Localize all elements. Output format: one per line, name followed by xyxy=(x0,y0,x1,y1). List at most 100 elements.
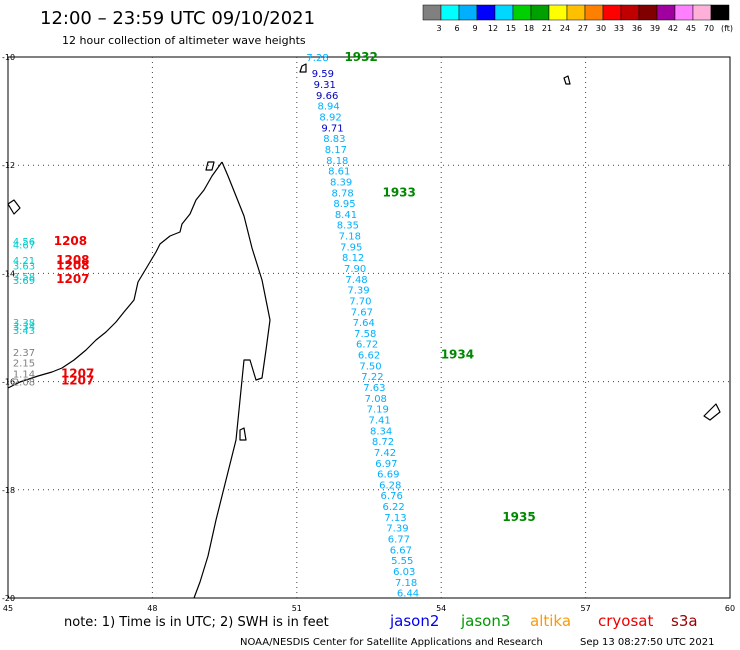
swh-value: 2.08 xyxy=(13,378,35,389)
time-label: 1207 xyxy=(56,272,89,286)
scale-swatch xyxy=(620,4,640,21)
scale-swatch xyxy=(656,4,676,21)
scale-swatch xyxy=(602,4,622,21)
time-label: 1208 xyxy=(56,258,89,272)
swh-value: 2.37 xyxy=(13,348,35,359)
swh-value: 8.92 xyxy=(319,113,341,124)
swh-value: 7.13 xyxy=(384,513,406,524)
lat-lon-grid xyxy=(8,57,730,598)
x-tick-label: 48 xyxy=(147,604,157,613)
altimeter-track: 7.28 9.599.319.668.948.929.718.838.178.18… xyxy=(306,50,535,600)
scale-swatch xyxy=(674,4,694,21)
x-tick-label: 51 xyxy=(292,604,302,613)
swh-value: 7.48 xyxy=(345,275,367,286)
swh-value: 2.15 xyxy=(13,359,35,370)
swh-value: 7.90 xyxy=(344,264,366,275)
comoros-island xyxy=(299,63,307,73)
swh-value: 9.59 xyxy=(312,69,334,80)
swh-value: 7.58 xyxy=(354,329,376,340)
time-label: 1208 xyxy=(54,234,87,248)
time-label: 1933 xyxy=(382,185,415,199)
swh-value: 8.83 xyxy=(323,134,345,145)
swh-value: 6.72 xyxy=(356,340,378,351)
swh-value: 5.55 xyxy=(391,556,413,567)
swh-value: 6.28 xyxy=(379,480,401,491)
scale-swatch xyxy=(512,4,532,21)
scale-label: 45 xyxy=(686,24,696,33)
scale-swatch xyxy=(422,4,442,21)
x-tick-label: 57 xyxy=(581,604,591,613)
time-label: 1932 xyxy=(344,50,377,64)
scale-swatch xyxy=(440,4,460,21)
swh-value: 7.42 xyxy=(374,448,396,459)
satellite-altika: altika xyxy=(530,612,571,630)
time-label: 1207 xyxy=(61,374,94,388)
x-tick-label: 54 xyxy=(436,604,446,613)
swh-value: 7.64 xyxy=(353,318,375,329)
scale-swatch xyxy=(638,4,658,21)
swh-value: 4.56 xyxy=(13,237,35,248)
mayotte-island xyxy=(7,199,21,215)
scale-label: 6 xyxy=(454,24,459,33)
satellite-s3a: s3a xyxy=(671,612,698,630)
swh-value: 7.50 xyxy=(359,361,381,372)
y-tick-label: -16 xyxy=(2,378,15,387)
scale-label: 27 xyxy=(578,24,588,33)
swh-value: 6.97 xyxy=(375,459,397,470)
scale-swatch xyxy=(494,4,514,21)
x-tick-label: 60 xyxy=(725,604,735,613)
map-frame xyxy=(7,56,731,599)
axis-ticks: 45 48 51 54 57 60 -10 -12 -14 -16 -18 -20 xyxy=(2,53,735,613)
scale-swatch xyxy=(566,4,586,21)
swh-value: 3.43 xyxy=(13,326,35,337)
swh-value: 6.77 xyxy=(388,534,410,545)
nosy-be-island xyxy=(205,161,215,171)
swh-value: 8.78 xyxy=(331,188,353,199)
agalega-island xyxy=(563,75,571,85)
swh-value: 9.31 xyxy=(314,80,336,91)
scale-swatch xyxy=(584,4,604,21)
scale-label: 3 xyxy=(436,24,441,33)
swh-value: 8.12 xyxy=(342,253,364,264)
scale-swatch xyxy=(530,4,550,21)
swh-value: 8.34 xyxy=(370,426,392,437)
swh-value: 7.41 xyxy=(369,415,391,426)
y-tick-label: -12 xyxy=(2,161,15,170)
swh-value: 4.67 xyxy=(13,241,35,252)
swh-value: 8.61 xyxy=(328,167,350,178)
satellite-jason3: jason3 xyxy=(460,612,510,630)
swh-value: 3.63 xyxy=(13,261,35,272)
swh-value: 6.22 xyxy=(382,502,404,513)
swh-value: 7.18 xyxy=(395,578,417,589)
scale-swatch xyxy=(692,4,712,21)
scale-label: 18 xyxy=(524,24,534,33)
footnote: note: 1) Time is in UTC; 2) SWH is in fe… xyxy=(64,615,329,630)
scale-swatch xyxy=(548,4,568,21)
chart-subtitle: 12 hour collection of altimeter wave hei… xyxy=(62,34,306,47)
timestamp: Sep 13 08:27:50 UTC 2021 xyxy=(580,637,714,648)
satellite-legend: jason2 jason3 altika cryosat s3a xyxy=(389,612,698,630)
time-label: 1934 xyxy=(441,348,474,362)
swh-value: 6.03 xyxy=(393,567,415,578)
swh-value: 4.21 xyxy=(13,256,35,267)
scale-swatch xyxy=(710,4,730,21)
time-label: 1208 xyxy=(56,253,89,267)
swh-value: 8.18 xyxy=(326,156,348,167)
color-scale-legend: 3 6 9 12 15 18 21 24 27 30 33 36 39 42 45 70 (ft) xyxy=(422,4,733,33)
swh-value: 8.41 xyxy=(335,210,357,221)
chart-title: 12:00 – 23:59 UTC 09/10/2021 xyxy=(40,8,315,29)
swh-value: 9.66 xyxy=(316,91,338,102)
swh-value: 3.69 xyxy=(13,276,35,287)
swh-value: 7.63 xyxy=(363,383,385,394)
swh-value: 8.17 xyxy=(325,145,347,156)
scale-label: 39 xyxy=(650,24,660,33)
scale-label: 9 xyxy=(472,24,477,33)
swh-value: 8.94 xyxy=(317,102,339,113)
swh-value: 3.58 xyxy=(13,272,35,283)
swh-value: 7.22 xyxy=(361,372,383,383)
swh-value: 9.71 xyxy=(321,123,343,134)
swh-value: 6.76 xyxy=(381,491,403,502)
swh-value: 6.62 xyxy=(358,351,380,362)
swh-value: 6.67 xyxy=(390,545,412,556)
